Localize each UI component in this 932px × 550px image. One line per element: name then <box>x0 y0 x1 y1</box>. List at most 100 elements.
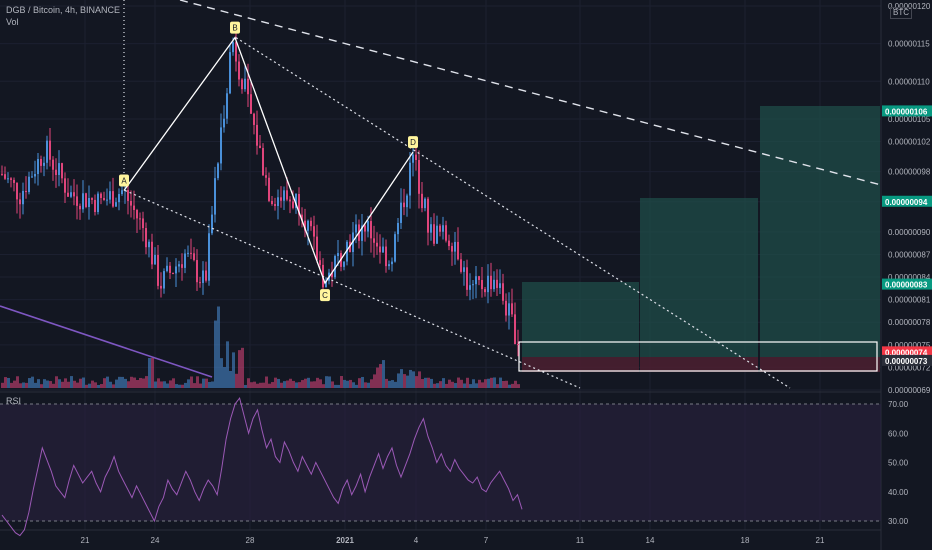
candle-body <box>205 270 207 281</box>
volume-bar <box>280 382 283 388</box>
candle-body <box>472 284 474 286</box>
volume-bar <box>172 378 175 388</box>
axis-unit-badge[interactable]: BTC <box>890 7 912 19</box>
candle-body <box>310 220 312 227</box>
candle-body <box>382 246 384 253</box>
volume-bar <box>103 378 106 388</box>
volume-bar <box>373 374 376 388</box>
candle-body <box>91 198 93 200</box>
volume-bar <box>178 384 181 388</box>
volume-bar <box>175 384 178 388</box>
volume-bar <box>277 378 280 388</box>
volume-bar <box>142 378 145 388</box>
volume-bar <box>475 383 478 388</box>
time-tick-label: 7 <box>484 536 489 545</box>
candle-body <box>337 253 339 257</box>
volume-bar <box>1 382 4 388</box>
volume-bar <box>484 379 487 388</box>
candle-body <box>268 177 270 201</box>
candle-body <box>10 178 12 180</box>
candle-body <box>82 193 84 210</box>
volume-bar <box>85 384 88 388</box>
candle-body <box>193 253 195 261</box>
candle-body <box>64 178 66 193</box>
candle-body <box>331 272 333 278</box>
volume-bar <box>319 379 322 388</box>
pattern-point-label: D <box>410 138 416 147</box>
volume-bar <box>64 378 67 388</box>
candle-body <box>391 261 393 265</box>
volume-bar <box>31 376 34 388</box>
candle-body <box>208 233 210 281</box>
candle-body <box>319 260 321 265</box>
candle-body <box>238 61 240 80</box>
volume-bar <box>508 384 511 388</box>
volume-bar <box>295 382 298 388</box>
pattern-point-badge <box>408 136 418 149</box>
candle-body <box>58 163 60 175</box>
volume-bar <box>451 381 454 388</box>
target-zone <box>760 106 880 357</box>
candle-body <box>400 202 402 223</box>
volume-bar <box>37 379 40 388</box>
candle-body <box>124 189 126 191</box>
candle-body <box>403 202 405 208</box>
candle-body <box>199 282 201 284</box>
volume-bar <box>328 376 331 388</box>
volume-bar <box>100 384 103 388</box>
volume-bar <box>487 378 490 388</box>
volume-bar <box>262 382 265 388</box>
volume-bar <box>106 376 109 388</box>
candle-body <box>493 279 495 290</box>
volume-bar <box>118 376 121 388</box>
candle-body <box>61 163 63 179</box>
candle-body <box>283 190 285 201</box>
pattern-point-badge <box>320 289 330 302</box>
candle-body <box>334 256 336 278</box>
volume-bar <box>460 379 463 388</box>
volume-bar <box>379 364 382 388</box>
candle-body <box>217 163 219 179</box>
stop-zone <box>640 357 758 372</box>
candle-body <box>190 252 192 254</box>
volume-bar <box>121 376 124 388</box>
volume-bar <box>58 379 61 388</box>
volume-bar <box>367 382 370 388</box>
candle-body <box>271 200 273 205</box>
volume-bar <box>274 377 277 388</box>
volume-bar <box>73 380 76 388</box>
volume-bar <box>424 377 427 388</box>
candle-body <box>34 174 36 177</box>
price-tick-label: 0.00000090 <box>888 228 931 237</box>
candle-body <box>463 267 465 272</box>
candle-body <box>94 199 96 212</box>
volume-bar <box>445 383 448 388</box>
price-label-badge <box>882 346 932 358</box>
volume-bar <box>511 383 514 388</box>
candle-body <box>313 226 315 237</box>
candle-body <box>118 194 120 203</box>
candle-body <box>508 303 510 316</box>
candle-body <box>325 280 327 288</box>
volume-bars <box>1 306 520 388</box>
candle-body <box>244 78 246 90</box>
volume-bar <box>10 382 13 388</box>
volume-bar <box>82 377 85 388</box>
volume-bar <box>415 376 418 388</box>
volume-bar <box>136 380 139 388</box>
candle-body <box>367 221 369 232</box>
candle-body <box>136 209 138 219</box>
candle-body <box>97 193 99 212</box>
volume-bar <box>34 382 37 388</box>
rsi-line <box>1 396 523 537</box>
rsi-band <box>0 404 881 521</box>
candle-body <box>169 265 171 273</box>
candle-body <box>469 285 471 290</box>
time-tick-label: 2021 <box>336 536 354 545</box>
volume-bar <box>310 381 313 388</box>
volume-bar <box>307 377 310 388</box>
time-tick-label: 28 <box>246 536 255 545</box>
candle-body <box>223 118 225 128</box>
time-tick-label: 21 <box>816 536 825 545</box>
